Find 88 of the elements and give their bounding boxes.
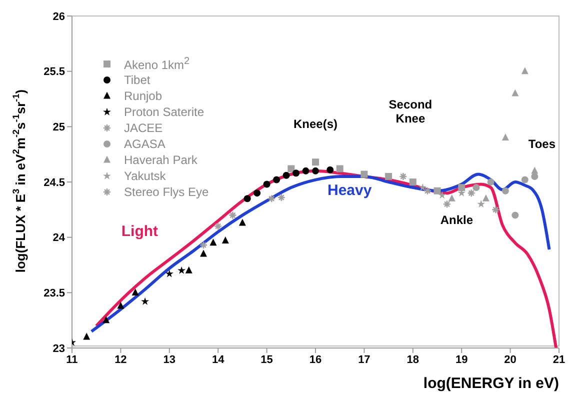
series-label: Heavy <box>328 182 372 199</box>
point <box>472 184 480 192</box>
legend-label: Runjob <box>124 89 162 103</box>
point <box>502 134 509 141</box>
point <box>512 89 519 96</box>
annotation: Toes <box>528 137 556 151</box>
point <box>199 240 208 250</box>
point <box>326 166 334 174</box>
point <box>312 167 319 174</box>
point <box>165 270 174 278</box>
point <box>292 170 300 177</box>
point <box>531 166 538 174</box>
point <box>521 176 528 184</box>
point <box>492 206 500 214</box>
point <box>263 180 270 188</box>
y-tick-label: 25.5 <box>44 66 65 78</box>
legend-label: Tibet <box>124 73 150 87</box>
point <box>434 187 441 194</box>
annotation: Knee(s) <box>293 117 338 132</box>
series-label: Light <box>121 223 158 240</box>
point <box>482 194 490 202</box>
legend-label: Proton Saterite <box>124 105 204 119</box>
x-tick-label: 20 <box>504 354 516 366</box>
legend-label: Akeno 1km$^{2}$ <box>124 56 190 72</box>
x-tick-label: 13 <box>163 354 176 366</box>
point <box>178 266 186 274</box>
legend-label: Haverah Park <box>124 153 198 167</box>
point <box>423 186 432 196</box>
point <box>409 178 416 186</box>
point <box>288 165 295 172</box>
point <box>238 218 246 226</box>
point <box>282 172 290 179</box>
point <box>418 183 427 191</box>
y-tick-label: 23.5 <box>44 288 65 300</box>
point <box>210 238 217 246</box>
point <box>200 250 207 257</box>
point <box>312 158 319 166</box>
point <box>132 288 139 296</box>
y-tick-label: 26 <box>52 10 65 23</box>
point <box>477 200 486 208</box>
x-tick-label: 11 <box>66 354 78 366</box>
y-tick-label: 23 <box>52 342 65 355</box>
point <box>141 297 150 305</box>
annotation: Ankle <box>440 212 474 227</box>
y-tick-label: 24 <box>52 232 66 244</box>
x-tick-label: 19 <box>455 354 468 366</box>
y-tick-label: 24.5 <box>44 176 65 189</box>
x-tick-label: 16 <box>309 354 322 366</box>
point <box>399 172 408 181</box>
point <box>467 188 476 198</box>
point <box>228 211 237 220</box>
point <box>512 212 519 219</box>
point <box>117 302 124 309</box>
x-axis-title: log(ENERGY in eV) <box>423 375 559 392</box>
legend-label: Yakutsk <box>124 169 166 183</box>
y-tick-label: 25 <box>52 122 65 134</box>
annotation: Second Knee <box>388 97 432 126</box>
point <box>336 165 344 172</box>
point <box>458 184 466 192</box>
point <box>268 194 276 203</box>
point <box>448 194 456 202</box>
point <box>273 176 280 184</box>
legend-label: AGASA <box>124 137 166 151</box>
point <box>214 222 222 230</box>
point <box>83 332 90 340</box>
x-tick-label: 18 <box>406 354 420 366</box>
x-tick-label: 14 <box>212 354 226 366</box>
point <box>438 191 446 199</box>
point <box>244 195 251 202</box>
point <box>502 187 509 194</box>
x-tick-label: 17 <box>358 354 370 366</box>
point <box>102 316 110 324</box>
x-tick-label: 21 <box>552 354 566 366</box>
point <box>185 266 192 274</box>
point <box>487 178 494 186</box>
point <box>360 170 368 178</box>
point <box>277 193 286 202</box>
x-tick-label: 12 <box>114 354 127 366</box>
x-tick-label: 15 <box>260 354 273 366</box>
legend-label: Stereo Flys Eye <box>124 185 209 199</box>
legend-label: JACEE <box>124 121 163 135</box>
point <box>521 67 528 74</box>
point <box>302 167 310 174</box>
point <box>442 200 452 208</box>
point <box>531 172 538 180</box>
point <box>222 236 229 244</box>
point <box>385 172 392 180</box>
point <box>254 190 261 197</box>
